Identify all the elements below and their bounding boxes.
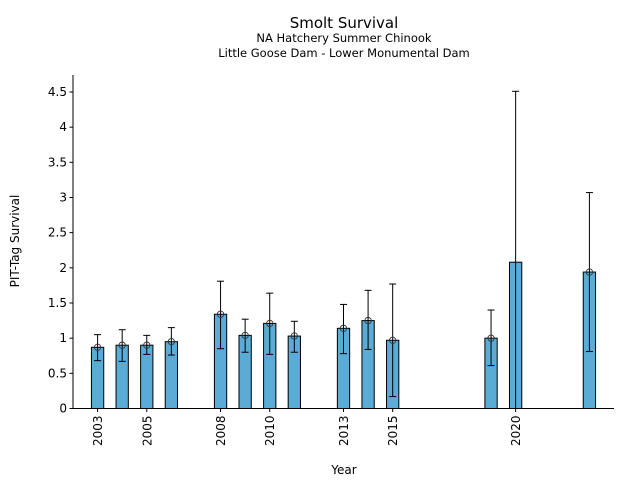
- point-marker-2005: [143, 341, 151, 349]
- point-marker-2008: [216, 310, 225, 318]
- error-bars-group: [93, 90, 594, 409]
- point-marker-2019: [487, 334, 495, 342]
- point-marker-2003: [93, 343, 102, 351]
- chart-subtitle-1: NA Hatchery Summer Chinook: [256, 31, 432, 45]
- point-marker-2014: [364, 316, 372, 325]
- x-tick-label: 2010: [263, 416, 277, 447]
- chart-subtitle-2: Little Goose Dam - Lower Monumental Dam: [218, 46, 470, 60]
- y-tick-label: 1.5: [48, 296, 67, 310]
- y-tick-label: 0.5: [48, 366, 67, 380]
- y-tick-label: 1: [59, 331, 67, 345]
- y-tick-label: 2: [59, 261, 67, 275]
- point-marker-2010: [266, 319, 274, 328]
- x-tick-label: 2005: [140, 416, 154, 447]
- y-tick-label: 0: [59, 402, 67, 416]
- x-tick-label: 2008: [214, 416, 228, 447]
- x-tick-label: 2003: [91, 416, 105, 447]
- x-ticks-group: 2003 2005 2008 2010 2013 2015 2020: [91, 408, 523, 447]
- x-axis-label: Year: [330, 463, 356, 477]
- y-tick-label: 2.5: [48, 226, 67, 240]
- y-tick-label: 3: [59, 191, 67, 205]
- point-marker-2009: [241, 331, 249, 340]
- chart-title: Smolt Survival: [290, 14, 399, 32]
- point-marker-2004: [118, 341, 126, 349]
- x-tick-label: 2015: [386, 416, 400, 447]
- y-ticks-group: 0 0.5 1 1.5 2 2.5 3 3.5 4 4.5: [48, 85, 73, 416]
- x-tick-label: 2020: [509, 416, 523, 447]
- y-tick-label: 3.5: [48, 155, 67, 169]
- y-tick-label: 4: [59, 120, 67, 134]
- point-marker-2006: [167, 338, 176, 346]
- y-tick-label: 4.5: [48, 85, 67, 99]
- point-marker-2015: [389, 336, 397, 344]
- point-marker-2011: [290, 332, 298, 340]
- x-tick-label: 2013: [337, 416, 351, 447]
- point-marker-2013: [339, 324, 348, 332]
- point-marker-2023: [585, 268, 594, 276]
- y-axis-label: PIT-Tag Survival: [8, 195, 22, 288]
